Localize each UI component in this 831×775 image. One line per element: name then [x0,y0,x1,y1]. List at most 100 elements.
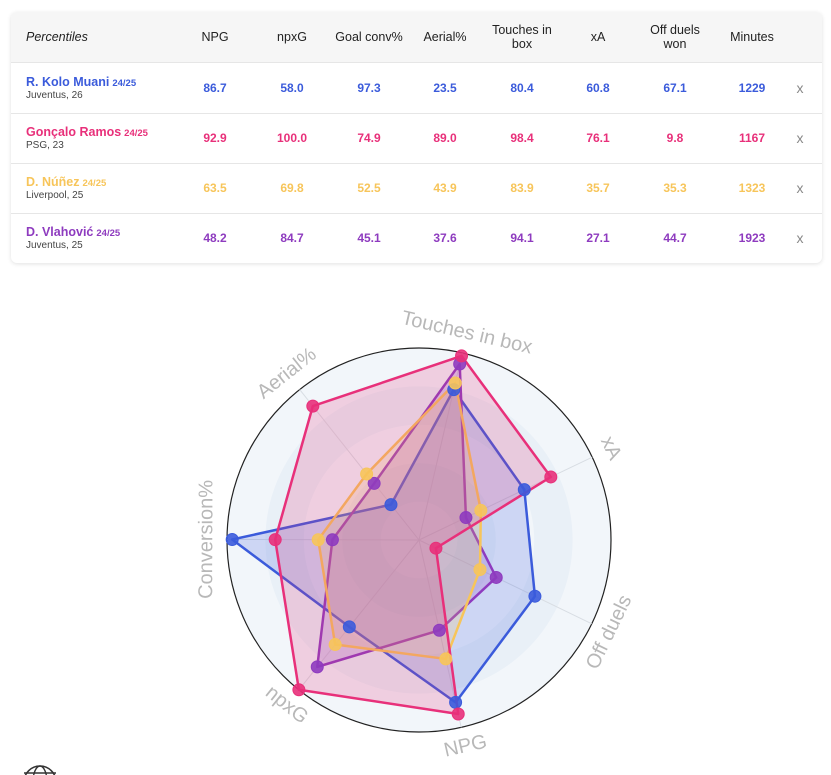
radar-point[interactable] [225,532,239,546]
stat-value: 1167 [738,131,766,145]
stat-value: 48.2 [203,231,227,245]
stat-value: 92.9 [203,131,227,145]
table-header: Percentiles NPG npxG Goal conv% Aerial% Touc… [11,12,822,63]
player-info: Liverpool, 25 [26,190,84,201]
stat-value: 52.5 [357,181,381,195]
stat-value: 86.7 [203,81,227,95]
stat-value: 27.1 [586,231,610,245]
stat-value: 35.7 [586,181,610,195]
stat-value: 58.0 [280,81,304,95]
header-off-duels-won[interactable]: Off duels won [650,23,700,51]
header-npxg[interactable]: npxG [277,30,307,44]
player-name[interactable]: Gonçalo Ramos [26,125,122,139]
stat-value: 1323 [738,181,766,195]
radar-axis-label: NPG [442,731,489,762]
remove-player-button[interactable]: x [796,80,804,96]
radar-point[interactable] [451,707,465,721]
player-season: 24/25 [82,178,107,189]
player-name-line: D. Vlahović 24/25 [26,225,120,239]
radar-point[interactable] [429,541,443,555]
radar-point[interactable] [439,652,453,666]
radar-point[interactable] [517,483,531,497]
player-info: Juventus, 25 [26,240,83,251]
radar-point[interactable] [455,349,469,363]
table-row: R. Kolo Muani 24/25 Juventus, 26 86.7 58.0 97… [11,63,822,114]
player-cell: D. Núñez 24/25 Liverpool, 25 [26,163,106,213]
radar-point[interactable] [473,563,487,577]
header-npg[interactable]: NPG [201,30,229,44]
radar-point[interactable] [268,533,282,547]
stat-value: 63.5 [203,181,227,195]
stat-value: 1923 [738,231,766,245]
radar-point[interactable] [328,638,342,652]
player-name-line: D. Núñez 24/25 [26,175,106,189]
radar-point[interactable] [489,570,503,584]
radar-point[interactable] [448,376,462,390]
radar-point[interactable] [544,470,558,484]
player-cell: Gonçalo Ramos 24/25 PSG, 23 [26,113,148,163]
stat-value: 76.1 [586,131,610,145]
globe-icon [24,765,56,775]
stat-value: 45.1 [357,231,381,245]
stat-value: 80.4 [510,81,534,95]
header-goal-conv[interactable]: Goal conv% [335,30,403,44]
remove-player-button[interactable]: x [796,180,804,196]
player-cell: R. Kolo Muani 24/25 Juventus, 26 [26,63,136,113]
remove-player-button[interactable]: x [796,130,804,146]
player-name-line: R. Kolo Muani 24/25 [26,75,136,89]
radar-spoke [299,389,420,541]
player-name[interactable]: R. Kolo Muani [26,75,110,89]
radar-point[interactable] [432,623,446,637]
stat-value: 83.9 [510,181,534,195]
player-info: Juventus, 26 [26,90,83,101]
stat-value: 60.8 [586,81,610,95]
radar-point[interactable] [367,476,381,490]
stat-value: 69.8 [280,181,304,195]
header-percentiles: Percentiles [26,30,88,44]
player-name-line: Gonçalo Ramos 24/25 [26,125,148,139]
stat-value: 35.3 [663,181,687,195]
player-name[interactable]: D. Vlahović [26,225,94,239]
header-xa[interactable]: xA [590,30,606,44]
player-season: 24/25 [96,228,121,239]
radar-axis-label: xA [596,433,626,464]
radar-point[interactable] [459,511,473,525]
header-touches-in-box[interactable]: Touches in box [492,23,552,51]
header-aerial[interactable]: Aerial% [423,30,467,44]
radar-point[interactable] [325,533,339,547]
player-cell: D. Vlahović 24/25 Juventus, 25 [26,213,120,263]
stat-value: 43.9 [433,181,457,195]
stat-value: 67.1 [663,81,687,95]
stat-value: 37.6 [433,231,457,245]
stat-value: 44.7 [663,231,687,245]
remove-player-button[interactable]: x [796,230,804,246]
stat-value: 97.3 [357,81,381,95]
radar-point[interactable] [342,620,356,634]
stat-value: 9.8 [666,131,684,145]
radar-point[interactable] [292,683,306,697]
radar-point[interactable] [384,498,398,512]
radar-spoke [418,539,592,625]
player-info: PSG, 23 [26,140,64,151]
radar-point[interactable] [449,695,463,709]
stat-value: 23.5 [433,81,457,95]
player-name[interactable]: D. Núñez [26,175,80,189]
stat-value: 84.7 [280,231,304,245]
player-season: 24/25 [112,78,137,89]
radar-point[interactable] [306,399,320,413]
radar-point[interactable] [310,660,324,674]
stat-value: 89.0 [433,131,457,145]
radar-point[interactable] [360,467,374,481]
stat-value: 100.0 [276,131,308,145]
header-minutes[interactable]: Minutes [730,30,774,44]
comparison-table: Percentiles NPG npxG Goal conv% Aerial% Touc… [11,12,822,263]
stat-value: 94.1 [510,231,534,245]
radar-point[interactable] [528,589,542,603]
radar-series-area [316,381,483,661]
player-season: 24/25 [124,128,148,139]
radar-point[interactable] [311,533,325,547]
stat-value: 74.9 [357,131,381,145]
radar-point[interactable] [474,503,488,517]
radar-axis-label: Conversion% [195,480,217,599]
